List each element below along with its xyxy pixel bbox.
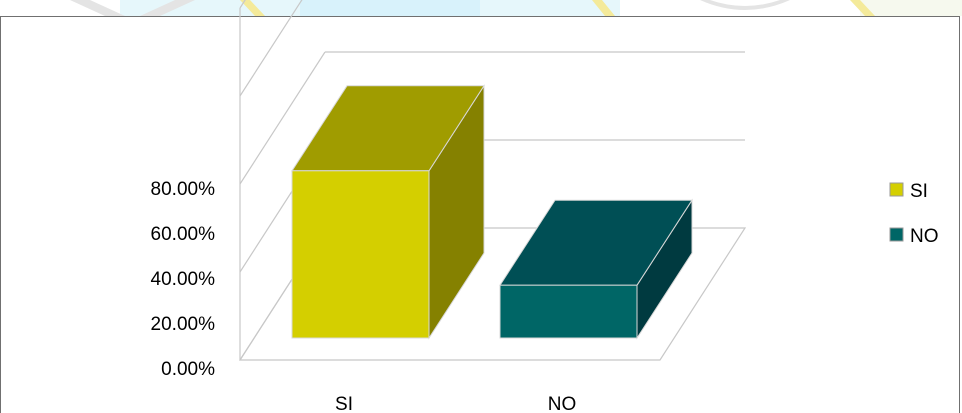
legend-swatch (889, 182, 904, 197)
bar-front-face (291, 170, 430, 339)
y-tick-label: 0.00% (161, 359, 215, 380)
y-tick-label: 60.00% (151, 224, 216, 245)
legend-item: NO (889, 226, 939, 247)
gridline-side (239, 51, 326, 185)
y-tick-label: 20.00% (151, 314, 216, 335)
bar-no (499, 198, 693, 340)
x-category-label: SI (335, 394, 353, 413)
bar-si (291, 84, 485, 340)
legend: SI NO (889, 181, 939, 247)
x-category-label: NO (548, 394, 577, 413)
y-tick-label: 40.00% (151, 269, 216, 290)
legend-label: NO (910, 226, 939, 247)
y-tick-label: 80.00% (151, 179, 216, 200)
y-axis-ticks: 0.00% 20.00% 40.00% 60.00% 80.00% (151, 179, 216, 380)
gridline-side (239, 0, 303, 97)
bar-front-face (499, 284, 638, 339)
bars (291, 84, 693, 340)
legend-item: SI (889, 181, 928, 202)
legend-swatch (889, 227, 904, 242)
gridline-side (239, 0, 246, 9)
legend-label: SI (910, 181, 928, 202)
x-axis-labels: SI NO (335, 394, 576, 413)
